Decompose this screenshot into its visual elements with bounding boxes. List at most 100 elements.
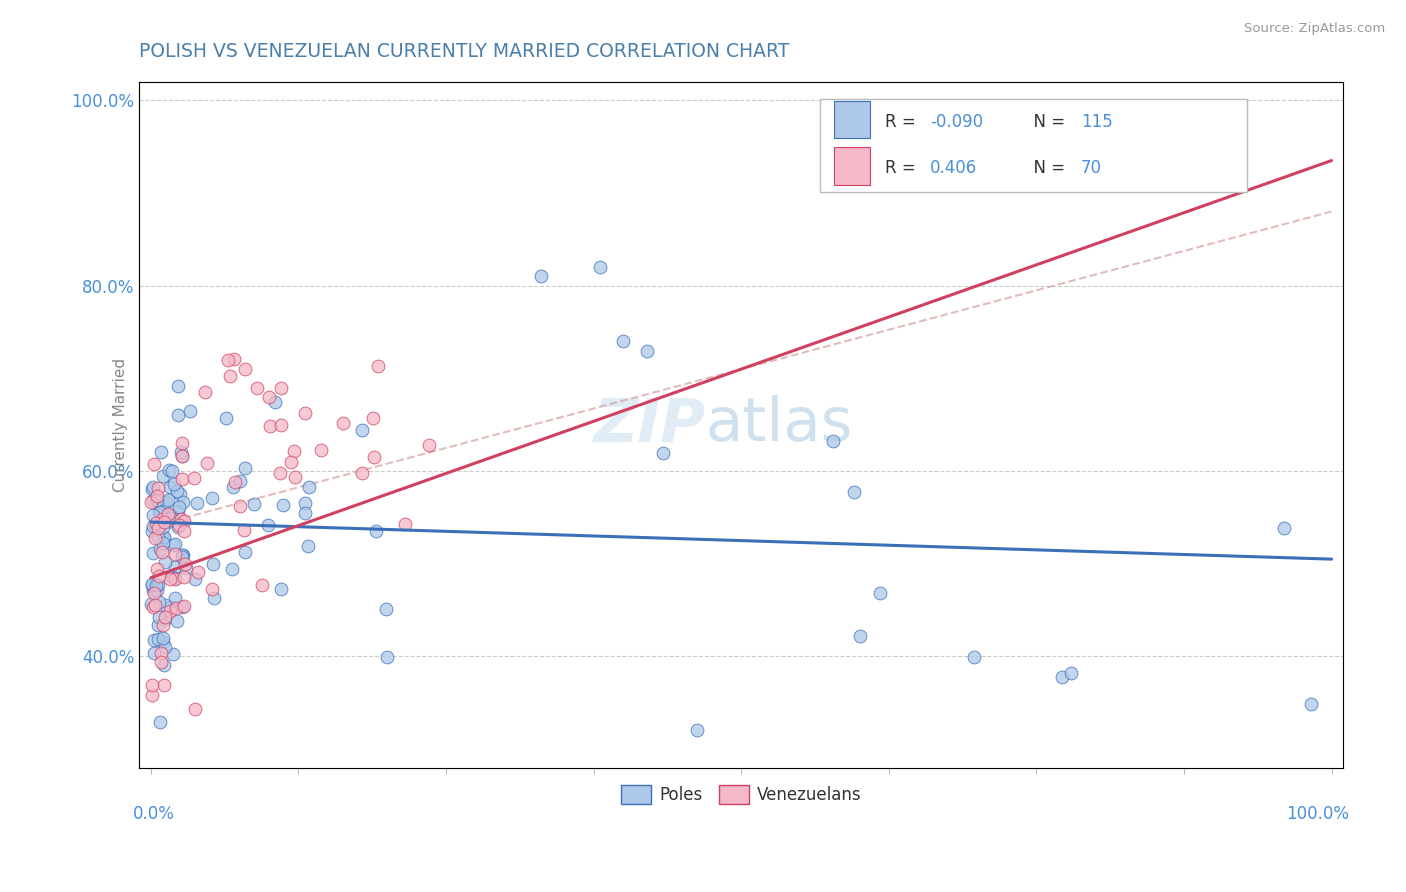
Point xyxy=(148,481,170,495)
Point xyxy=(145,516,167,530)
Point xyxy=(201,491,224,505)
Point xyxy=(169,487,191,501)
Point xyxy=(160,570,183,584)
Point xyxy=(294,406,316,420)
Point xyxy=(165,601,187,615)
Point xyxy=(148,505,170,519)
Point xyxy=(270,417,292,432)
Point xyxy=(146,489,169,503)
Point xyxy=(217,352,239,367)
Point xyxy=(153,609,176,624)
Text: atlas: atlas xyxy=(704,395,852,454)
Legend: Poles, Venezuelans: Poles, Venezuelans xyxy=(614,778,869,811)
Point xyxy=(143,633,166,648)
Text: POLISH VS VENEZUELAN CURRENTLY MARRIED CORRELATION CHART: POLISH VS VENEZUELAN CURRENTLY MARRIED C… xyxy=(139,42,790,61)
Point xyxy=(172,449,194,463)
Point xyxy=(363,450,385,465)
Text: N =: N = xyxy=(1024,113,1070,131)
FancyBboxPatch shape xyxy=(834,101,870,138)
Point xyxy=(146,492,169,507)
Point xyxy=(259,418,281,433)
Point xyxy=(149,444,172,458)
Point xyxy=(297,539,319,553)
Point xyxy=(146,520,169,534)
Point xyxy=(148,610,170,624)
Point xyxy=(215,411,238,425)
Point xyxy=(162,647,184,661)
Point xyxy=(165,547,187,561)
Point xyxy=(152,504,174,518)
Point xyxy=(148,595,170,609)
Point xyxy=(219,368,242,383)
Point xyxy=(271,498,294,512)
Point xyxy=(170,449,193,463)
Text: 100.0%: 100.0% xyxy=(1286,805,1350,823)
Point xyxy=(174,561,197,575)
FancyBboxPatch shape xyxy=(820,99,1247,192)
Point xyxy=(172,549,194,564)
Point xyxy=(165,537,187,551)
Point xyxy=(246,381,269,395)
Point xyxy=(202,591,225,605)
Point xyxy=(141,495,163,509)
Point xyxy=(1052,670,1074,684)
Point xyxy=(152,678,174,692)
Point xyxy=(332,417,354,431)
Point xyxy=(172,495,194,509)
Point xyxy=(235,362,257,376)
Point xyxy=(224,475,246,489)
Point xyxy=(150,655,173,669)
Point xyxy=(152,536,174,550)
Point xyxy=(152,634,174,648)
Point xyxy=(186,496,208,510)
Point xyxy=(311,443,333,458)
Point xyxy=(848,629,870,643)
Point xyxy=(1299,698,1322,712)
Point xyxy=(146,578,169,592)
Point xyxy=(149,541,172,556)
Point xyxy=(156,507,179,521)
Point xyxy=(529,269,551,284)
Point xyxy=(143,531,166,545)
Point xyxy=(242,497,264,511)
Text: ZIP: ZIP xyxy=(593,395,704,454)
Point xyxy=(146,618,169,632)
Point xyxy=(152,658,174,673)
Point xyxy=(367,359,389,373)
Point xyxy=(149,646,172,660)
Point xyxy=(823,434,845,449)
Point xyxy=(173,524,195,538)
Point xyxy=(170,472,193,486)
Point xyxy=(152,530,174,544)
Point xyxy=(651,446,673,460)
Point xyxy=(183,572,205,586)
Point xyxy=(222,480,245,494)
Text: R =: R = xyxy=(884,113,921,131)
Point xyxy=(270,582,292,596)
Point xyxy=(270,380,292,394)
Point xyxy=(233,523,256,537)
Point xyxy=(165,591,187,606)
Point xyxy=(141,577,163,591)
Point xyxy=(283,444,305,458)
Point xyxy=(160,510,183,524)
Point xyxy=(183,471,205,485)
Point xyxy=(152,496,174,510)
Point xyxy=(142,493,165,508)
Text: -0.090: -0.090 xyxy=(931,113,983,131)
Point xyxy=(142,546,165,560)
Point xyxy=(352,466,374,480)
Point xyxy=(229,499,252,513)
Point xyxy=(172,548,194,562)
Point xyxy=(142,646,165,660)
Point xyxy=(160,509,183,524)
Point xyxy=(157,493,180,508)
Point xyxy=(201,557,224,571)
Point xyxy=(194,385,217,400)
Point xyxy=(187,566,209,580)
Point xyxy=(142,600,165,615)
Point xyxy=(141,688,163,702)
Point xyxy=(163,572,186,586)
Point xyxy=(201,582,224,597)
Point xyxy=(298,480,321,494)
